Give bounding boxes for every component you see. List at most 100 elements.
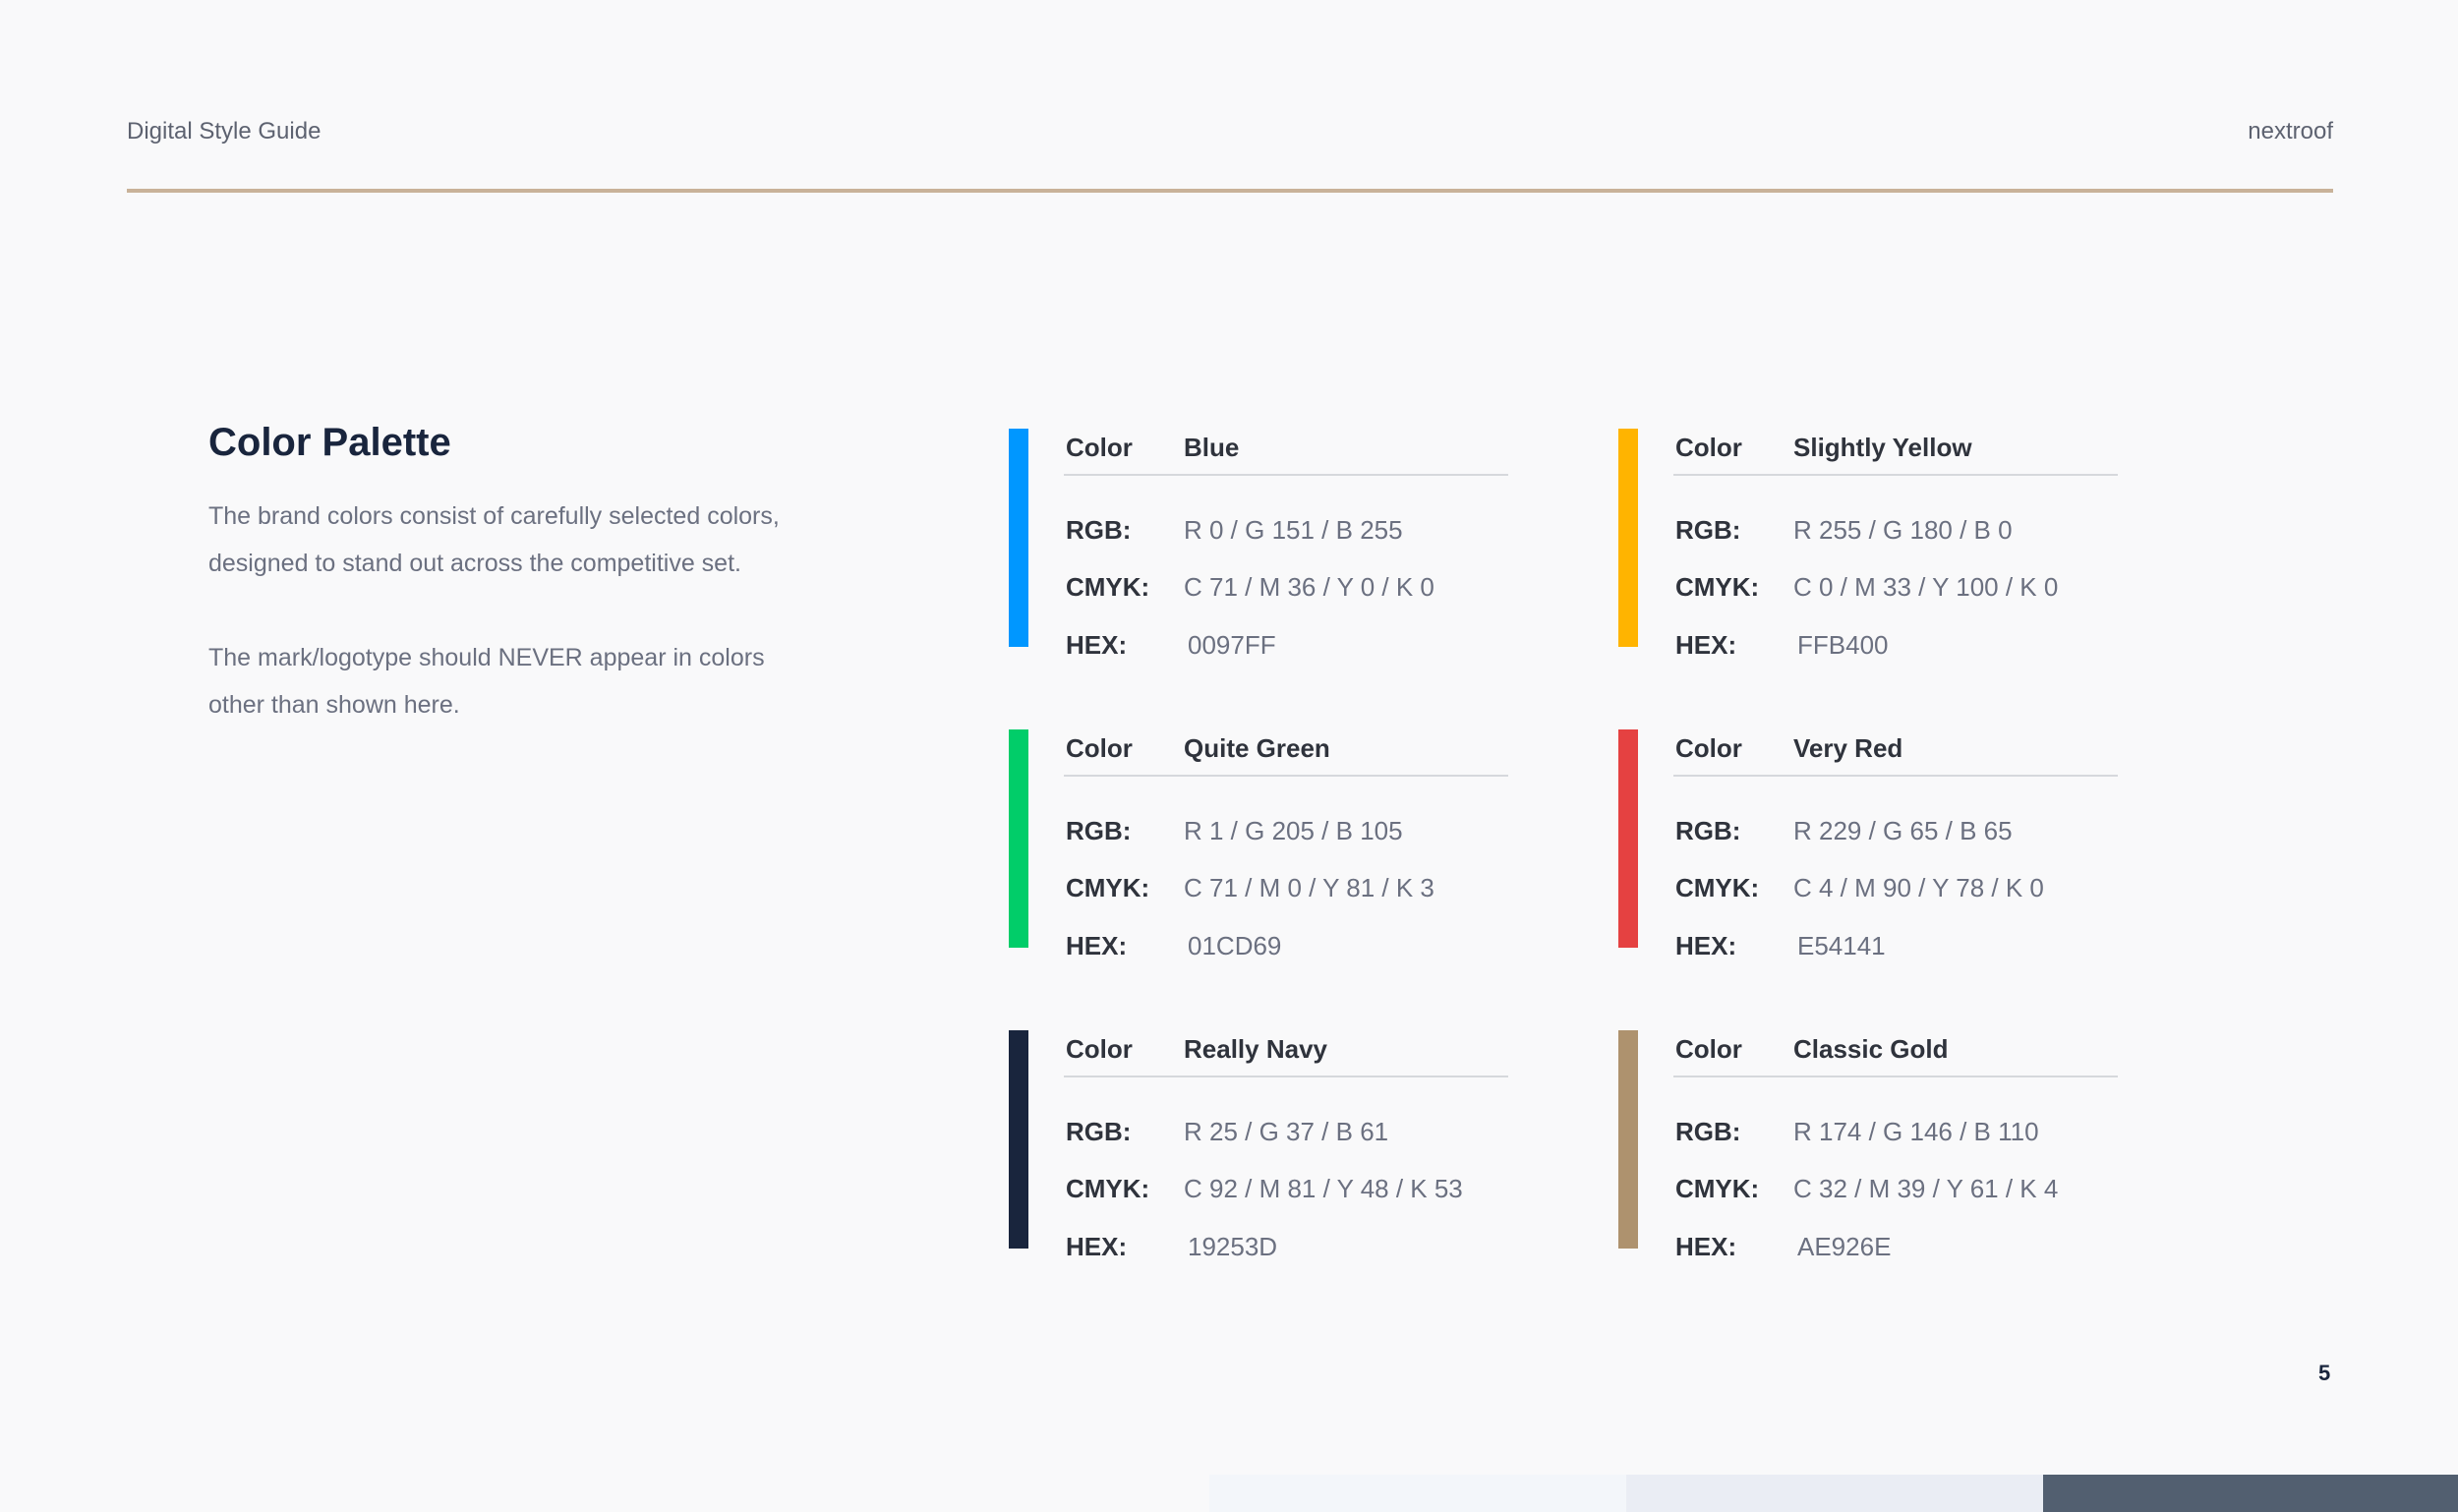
color-name-row: Color Really Navy — [1066, 1032, 1327, 1066]
intro-section: Color Palette The brand colors consist o… — [208, 421, 798, 776]
color-name: Very Red — [1793, 732, 1903, 763]
cmyk-row: CMYK: C 71 / M 36 / Y 0 / K 0 — [1066, 570, 1434, 604]
hex-value: 0097FF — [1188, 629, 1276, 660]
rgb-row: RGB: R 1 / G 205 / B 105 — [1066, 814, 1403, 847]
color-name-row: Color Classic Gold — [1675, 1032, 1949, 1066]
rgb-row: RGB: R 25 / G 37 / B 61 — [1066, 1115, 1388, 1148]
color-label: Color — [1675, 432, 1742, 462]
hex-row: HEX: FFB400 — [1675, 628, 1889, 662]
color-name-row: Color Quite Green — [1066, 731, 1330, 765]
cmyk-value: C 0 / M 33 / Y 100 / K 0 — [1793, 571, 2059, 602]
rgb-label: RGB: — [1066, 815, 1132, 845]
color-swatch-classic-gold: Color Classic Gold RGB: R 174 / G 146 / … — [1618, 1020, 2139, 1261]
rgb-value: R 229 / G 65 / B 65 — [1793, 815, 2013, 845]
rgb-value: R 174 / G 146 / B 110 — [1793, 1116, 2039, 1146]
color-name: Really Navy — [1184, 1033, 1327, 1064]
cmyk-label: CMYK: — [1066, 571, 1150, 602]
color-label: Color — [1066, 432, 1133, 462]
header-divider — [127, 189, 2333, 193]
swatch-divider — [1673, 1076, 2118, 1077]
brand-name: nextroof — [2248, 118, 2333, 145]
color-bar — [1618, 429, 1638, 647]
footer-strip-dark — [2043, 1475, 2458, 1512]
hex-row: HEX: 01CD69 — [1066, 929, 1281, 962]
cmyk-value: C 92 / M 81 / Y 48 / K 53 — [1184, 1173, 1463, 1203]
cmyk-row: CMYK: C 0 / M 33 / Y 100 / K 0 — [1675, 570, 2058, 604]
color-name-row: Color Blue — [1066, 431, 1239, 464]
swatch-divider — [1064, 1076, 1508, 1077]
swatch-divider — [1673, 474, 2118, 476]
color-bar — [1009, 1030, 1028, 1249]
hex-label: HEX: — [1675, 629, 1737, 660]
rgb-value: R 1 / G 205 / B 105 — [1184, 815, 1403, 845]
rgb-row: RGB: R 255 / G 180 / B 0 — [1675, 513, 2013, 547]
color-swatch-blue: Color Blue RGB: R 0 / G 151 / B 255 CMYK… — [1009, 419, 1530, 660]
hex-value: E54141 — [1797, 930, 1886, 960]
color-bar — [1618, 1030, 1638, 1249]
color-name: Slightly Yellow — [1793, 432, 1972, 462]
hex-label: HEX: — [1066, 930, 1128, 960]
cmyk-label: CMYK: — [1675, 571, 1760, 602]
cmyk-label: CMYK: — [1675, 1173, 1760, 1203]
hex-row: HEX: 19253D — [1066, 1230, 1277, 1263]
rgb-label: RGB: — [1066, 514, 1132, 545]
color-label: Color — [1675, 1033, 1742, 1064]
swatch-divider — [1064, 775, 1508, 777]
hex-row: HEX: E54141 — [1675, 929, 1886, 962]
hex-label: HEX: — [1066, 1231, 1128, 1261]
footer-strip-mid — [1626, 1475, 2043, 1512]
color-label: Color — [1066, 732, 1133, 763]
hex-row: HEX: 0097FF — [1066, 628, 1276, 662]
intro-paragraph: The brand colors consist of carefully se… — [208, 502, 780, 577]
intro-warning-paragraph: The mark/logotype should NEVER appear in… — [208, 644, 765, 719]
hex-value: 19253D — [1188, 1231, 1278, 1261]
color-name: Classic Gold — [1793, 1033, 1949, 1064]
hex-value: AE926E — [1797, 1231, 1892, 1261]
cmyk-row: CMYK: C 4 / M 90 / Y 78 / K 0 — [1675, 871, 2044, 904]
color-bar — [1009, 729, 1028, 948]
color-label: Color — [1675, 732, 1742, 763]
cmyk-label: CMYK: — [1066, 872, 1150, 902]
rgb-label: RGB: — [1675, 815, 1741, 845]
color-swatch-really-navy: Color Really Navy RGB: R 25 / G 37 / B 6… — [1009, 1020, 1530, 1261]
rgb-row: RGB: R 229 / G 65 / B 65 — [1675, 814, 2013, 847]
document-title: Digital Style Guide — [127, 118, 322, 145]
section-heading: Color Palette — [208, 421, 451, 464]
cmyk-value: C 71 / M 36 / Y 0 / K 0 — [1184, 571, 1434, 602]
hex-value: 01CD69 — [1188, 930, 1282, 960]
hex-label: HEX: — [1066, 629, 1128, 660]
hex-label: HEX: — [1675, 930, 1737, 960]
color-name-row: Color Slightly Yellow — [1675, 431, 1972, 464]
cmyk-label: CMYK: — [1675, 872, 1760, 902]
cmyk-label: CMYK: — [1066, 1173, 1150, 1203]
rgb-label: RGB: — [1675, 1116, 1741, 1146]
swatch-divider — [1673, 775, 2118, 777]
rgb-row: RGB: R 0 / G 151 / B 255 — [1066, 513, 1403, 547]
color-name: Quite Green — [1184, 732, 1330, 763]
hex-label: HEX: — [1675, 1231, 1737, 1261]
rgb-value: R 0 / G 151 / B 255 — [1184, 514, 1403, 545]
cmyk-value: C 32 / M 39 / Y 61 / K 4 — [1793, 1173, 2059, 1203]
page-number: 5 — [2318, 1361, 2331, 1385]
color-name: Blue — [1184, 432, 1240, 462]
hex-row: HEX: AE926E — [1675, 1230, 1891, 1263]
cmyk-row: CMYK: C 71 / M 0 / Y 81 / K 3 — [1066, 871, 1434, 904]
cmyk-row: CMYK: C 32 / M 39 / Y 61 / K 4 — [1675, 1172, 2058, 1205]
color-swatch-slightly-yellow: Color Slightly Yellow RGB: R 255 / G 180… — [1618, 419, 2139, 660]
color-bar — [1009, 429, 1028, 647]
color-bar — [1618, 729, 1638, 948]
cmyk-value: C 4 / M 90 / Y 78 / K 0 — [1793, 872, 2044, 902]
footer-strip-light — [1209, 1475, 1626, 1512]
color-label: Color — [1066, 1033, 1133, 1064]
rgb-row: RGB: R 174 / G 146 / B 110 — [1675, 1115, 2039, 1148]
color-name-row: Color Very Red — [1675, 731, 1902, 765]
cmyk-row: CMYK: C 92 / M 81 / Y 48 / K 53 — [1066, 1172, 1463, 1205]
rgb-value: R 25 / G 37 / B 61 — [1184, 1116, 1389, 1146]
swatch-divider — [1064, 474, 1508, 476]
rgb-label: RGB: — [1066, 1116, 1132, 1146]
cmyk-value: C 71 / M 0 / Y 81 / K 3 — [1184, 872, 1434, 902]
rgb-label: RGB: — [1675, 514, 1741, 545]
rgb-value: R 255 / G 180 / B 0 — [1793, 514, 2013, 545]
color-swatch-quite-green: Color Quite Green RGB: R 1 / G 205 / B 1… — [1009, 720, 1530, 960]
